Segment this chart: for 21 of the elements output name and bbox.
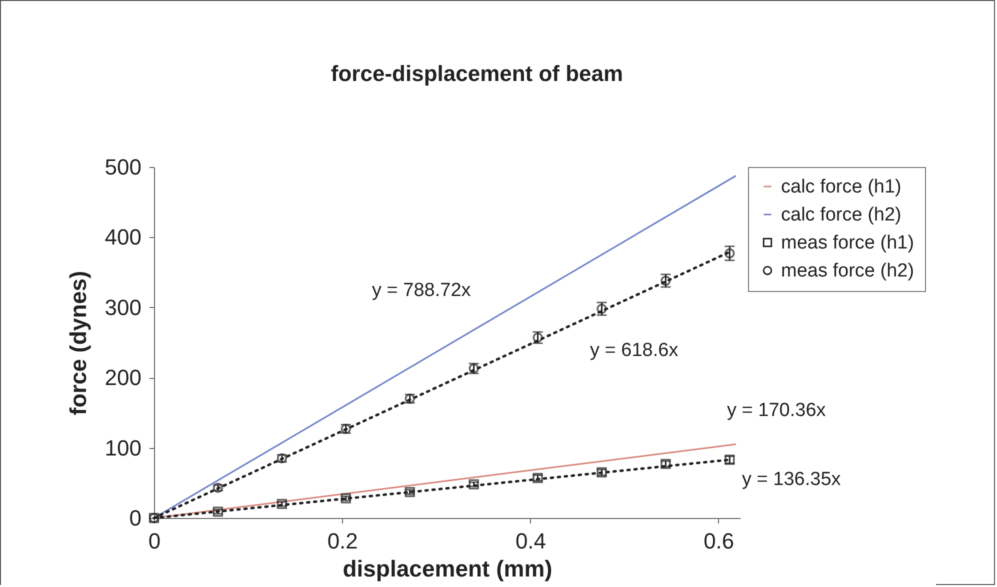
- legend-label: calc force (h1): [781, 176, 902, 198]
- annotation: y = 170.36x: [727, 400, 826, 421]
- x-tick-label: 0.2: [327, 528, 358, 554]
- y-tick-label: 100: [104, 435, 142, 460]
- text: y = 136.35x: [742, 469, 842, 490]
- x-tick-label: 0: [148, 528, 161, 554]
- x-axis-title: displacement (mm): [342, 556, 552, 582]
- legend-label: calc force (h2): [781, 204, 902, 226]
- y-tick-label: 500: [104, 154, 142, 180]
- annotation: y = 788.72x: [372, 280, 472, 301]
- annotation: y = 618.6x: [590, 340, 679, 361]
- chart-title: force-displacement of beam: [330, 61, 624, 86]
- y-tick-label: 400: [104, 224, 142, 250]
- y-tick-label: 0: [129, 506, 142, 530]
- legend-label: meas force (h1): [781, 232, 914, 254]
- legend-label: meas force (h2): [781, 260, 914, 282]
- x-tick-label: 0.4: [515, 528, 546, 554]
- y-tick-label: 200: [104, 365, 142, 390]
- y-axis-title: force (dynes): [64, 270, 91, 416]
- x-tick-label: 0.6: [704, 528, 734, 554]
- y-tick-label: 300: [104, 294, 142, 320]
